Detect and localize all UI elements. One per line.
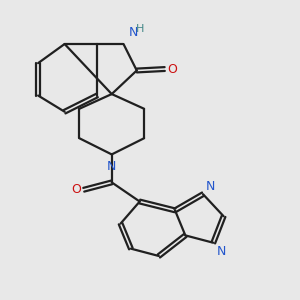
Text: N: N: [107, 160, 116, 173]
Text: O: O: [71, 183, 81, 196]
Text: N: N: [206, 180, 215, 193]
Text: H: H: [136, 24, 144, 34]
Text: N: N: [216, 245, 226, 258]
Text: N: N: [129, 26, 138, 39]
Text: O: O: [168, 62, 178, 76]
